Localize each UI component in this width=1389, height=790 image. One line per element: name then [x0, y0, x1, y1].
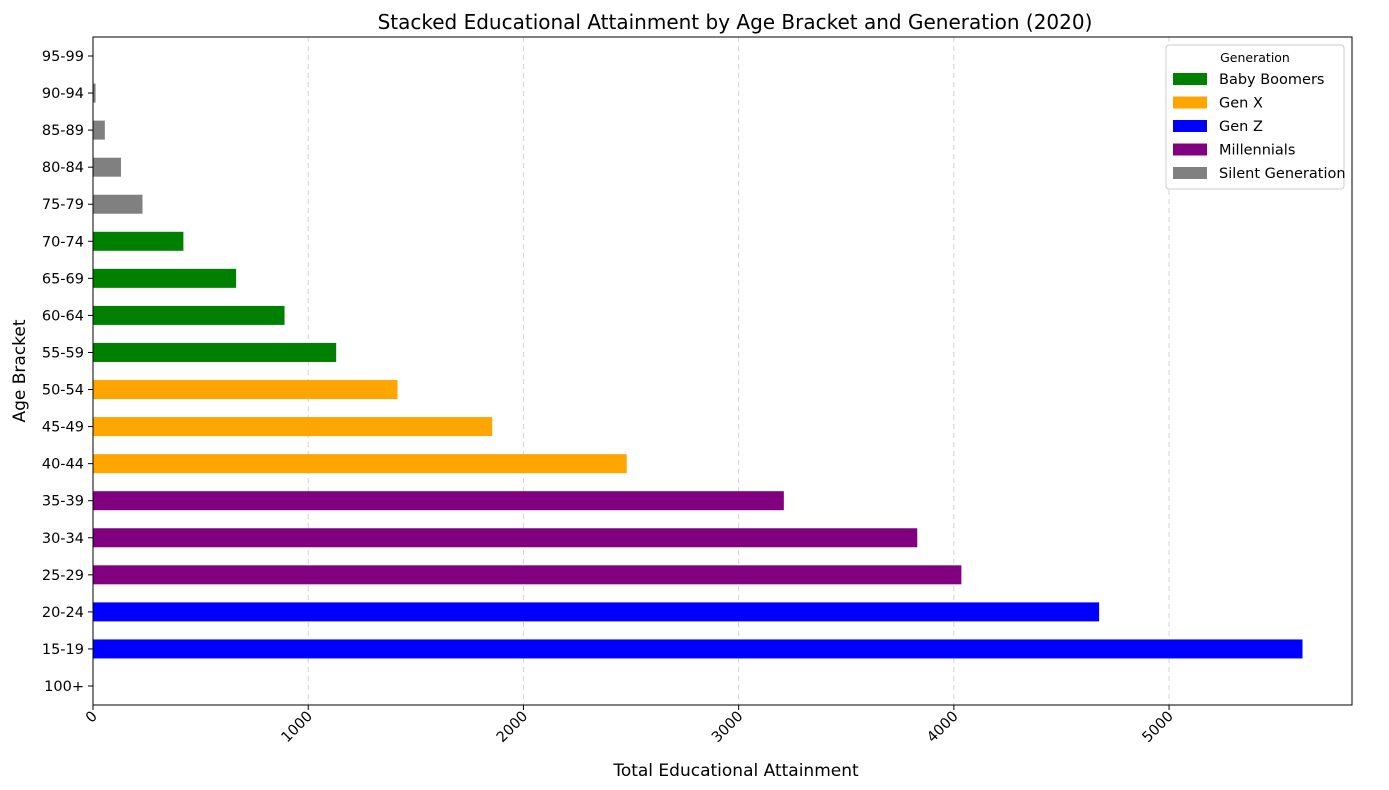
y-tick-label: 85-89 [42, 123, 84, 139]
y-tick-label: 90-94 [42, 86, 84, 102]
bar-segment [93, 491, 784, 511]
x-tick-label: 0 [83, 709, 101, 727]
x-tick-label: 3000 [709, 709, 746, 746]
y-axis: 100+ 15-19 20-24 25-29 30-34 35-39 40-44 45-49 5… [42, 49, 93, 695]
legend-title: Generation [1220, 50, 1290, 65]
chart-title: Stacked Educational Attainment by Age Br… [378, 10, 1093, 34]
bar-segment [93, 454, 627, 474]
y-tick-label: 95-99 [42, 49, 84, 65]
legend-label: Gen Z [1219, 119, 1263, 135]
bar-segment [93, 380, 398, 400]
bar-segment [93, 305, 285, 325]
x-tick-label: 2000 [494, 709, 531, 746]
legend: Generation Baby Boomers Gen X Gen Z Millenn… [1165, 44, 1346, 190]
bar-segment [93, 602, 1100, 622]
bar-segment [93, 231, 184, 251]
bar-segment [93, 120, 105, 140]
x-tick-label: 5000 [1139, 709, 1176, 746]
y-tick-label: 35-39 [42, 494, 84, 510]
legend-swatch [1173, 73, 1207, 85]
y-tick-label: 80-84 [42, 160, 84, 176]
legend-label: Millennials [1219, 143, 1295, 159]
legend-swatch [1173, 143, 1207, 156]
y-tick-label: 55-59 [42, 345, 84, 361]
bar-segment [93, 83, 96, 103]
y-tick-label: 75-79 [42, 197, 84, 213]
bar-segment [93, 157, 121, 177]
plot-frame [92, 36, 1353, 706]
x-tick-label: 1000 [279, 709, 316, 746]
y-tick-label: 15-19 [42, 642, 84, 658]
y-tick-label: 60-64 [42, 308, 84, 324]
y-tick-label: 45-49 [42, 420, 84, 436]
y-axis-label: Age Bracket [10, 319, 30, 422]
bars-group [93, 46, 1303, 659]
legend-swatch [1173, 167, 1207, 179]
y-tick-label: 40-44 [42, 457, 84, 473]
y-tick-label: 100+ [44, 679, 84, 695]
bar-segment [93, 417, 493, 437]
x-axis-label: Total Educational Attainment [612, 761, 859, 781]
y-tick-label: 25-29 [42, 568, 84, 584]
bar-segment [93, 342, 337, 362]
legend-box [1165, 44, 1345, 190]
bar-segment [93, 268, 237, 288]
x-axis: 0 1000 2000 3000 4000 5000 [83, 705, 1177, 746]
y-tick-label: 70-74 [42, 234, 84, 250]
legend-swatch [1173, 96, 1207, 109]
legend-label: Gen X [1219, 96, 1263, 112]
legend-label: Baby Boomers [1219, 72, 1324, 88]
bar-segment [93, 639, 1303, 659]
x-tick-label: 4000 [924, 709, 961, 746]
bar-segment [93, 565, 962, 585]
y-tick-label: 30-34 [42, 531, 84, 547]
legend-label: Silent Generation [1219, 166, 1346, 182]
legend-swatch [1173, 120, 1207, 132]
y-tick-label: 20-24 [42, 605, 84, 621]
bar-segment [93, 194, 143, 214]
y-tick-label: 65-69 [42, 271, 84, 287]
bar-segment [93, 528, 918, 548]
y-tick-label: 50-54 [42, 383, 84, 399]
